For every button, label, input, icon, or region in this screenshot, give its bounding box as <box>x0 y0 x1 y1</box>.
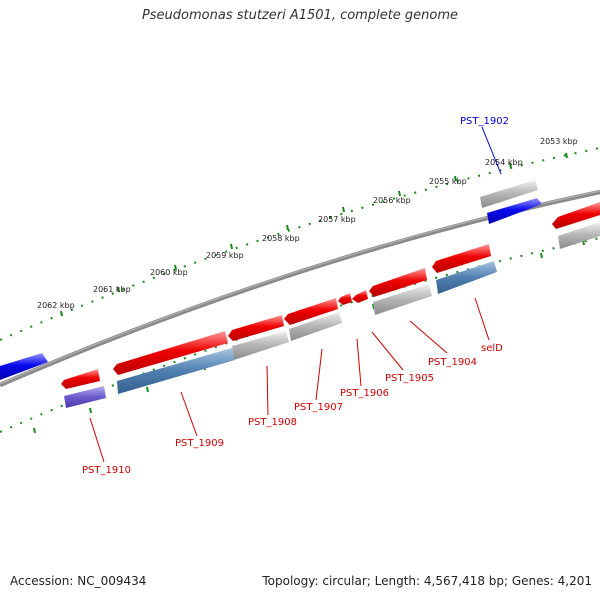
feature-selD-cds[interactable] <box>432 244 491 273</box>
gene-label-PST_1904[interactable]: PST_1904 <box>428 357 477 368</box>
leader-selD <box>474 297 490 341</box>
gene-label-PST_1907[interactable]: PST_1907 <box>294 402 343 413</box>
inner-tick-2 <box>540 252 543 259</box>
genome-backbone-highlight <box>0 190 600 385</box>
feature-PST_1907-cds[interactable] <box>284 298 338 325</box>
feature-PST_1905-cds[interactable] <box>352 290 368 303</box>
outer-scale-ring <box>0 147 600 341</box>
feature-PST_1904-cds[interactable] <box>369 268 427 297</box>
leader-PST_1909 <box>180 391 198 437</box>
scale-labels: 2053 kbp 2054 kbp 2055 kbp 2056 kbp 2057… <box>37 137 578 310</box>
outer-feature-track <box>0 180 600 380</box>
tick-2053 <box>565 152 568 159</box>
leader-PST_1902 <box>481 126 502 175</box>
tick-2062 <box>60 310 63 317</box>
feature-PST_1909-gene[interactable] <box>117 348 235 394</box>
tick-2061 <box>117 286 120 293</box>
tick-2055 <box>454 175 457 182</box>
scale-label-2059: 2059 kbp <box>206 251 244 260</box>
feature-PST_1908-cds[interactable] <box>228 315 284 341</box>
map-title: Pseudomonas stutzeri A1501, complete gen… <box>141 8 459 23</box>
scale-label-2057: 2057 kbp <box>318 215 356 224</box>
outer-major-ticks <box>60 152 568 317</box>
genome-backbone <box>0 189 600 388</box>
gene-labels: PST_1902 selD PST_1904 PST_1905 PST_1906… <box>82 116 509 476</box>
scale-label-2058: 2058 kbp <box>262 234 300 243</box>
accession-text: Accession: NC_009434 <box>10 574 147 588</box>
feature-PST_1910-gene[interactable] <box>64 386 106 408</box>
gene-label-PST_1909[interactable]: PST_1909 <box>175 438 224 449</box>
feature-PST_1902-gene[interactable] <box>480 180 538 208</box>
tick-2060 <box>174 264 177 271</box>
feature-PST_1907-gene[interactable] <box>289 312 342 341</box>
tick-2057 <box>342 206 345 213</box>
feature-PST_1908-gene[interactable] <box>232 331 289 360</box>
scale-label-2060: 2060 kbp <box>150 268 188 277</box>
feature-PST_1906-cds[interactable] <box>338 293 352 305</box>
feature-selD-gene[interactable] <box>436 261 497 294</box>
gene-label-selD[interactable]: selD <box>481 343 503 354</box>
topology-text: Topology: circular; Length: 4,567,418 bp… <box>262 574 592 588</box>
gene-label-PST_1908[interactable]: PST_1908 <box>248 417 297 428</box>
scale-label-2061: 2061 kbp <box>93 285 131 294</box>
gene-label-PST_1905[interactable]: PST_1905 <box>385 373 434 384</box>
leader-lines <box>89 126 502 463</box>
inner-tick-10 <box>89 407 92 414</box>
feature-PST_1910-cds[interactable] <box>61 369 100 389</box>
scale-label-2056: 2056 kbp <box>373 196 411 205</box>
scale-label-2054: 2054 kbp <box>485 158 523 167</box>
inner-feature-track <box>61 222 600 408</box>
leader-PST_1907 <box>315 348 323 401</box>
gene-label-PST_1910[interactable]: PST_1910 <box>82 465 131 476</box>
leader-PST_1908 <box>266 365 269 416</box>
tick-2056 <box>398 190 401 197</box>
gene-label-PST_1906[interactable]: PST_1906 <box>340 388 389 399</box>
leader-PST_1910 <box>89 417 105 463</box>
inner-tick-5 <box>372 303 375 310</box>
inner-tick-11 <box>33 427 36 434</box>
feature-PST_1902-cds[interactable] <box>487 198 542 224</box>
tick-2058 <box>286 224 289 231</box>
feature-far-right-gene[interactable] <box>558 222 600 249</box>
feature-right-cds[interactable] <box>552 202 600 229</box>
leader-PST_1905 <box>371 331 404 371</box>
scale-label-2053: 2053 kbp <box>540 137 578 146</box>
scale-label-2062: 2062 kbp <box>37 301 75 310</box>
leader-PST_1904 <box>409 320 448 354</box>
feature-PST_1909-cds[interactable] <box>113 331 228 375</box>
scale-label-2055: 2055 kbp <box>429 177 467 186</box>
feature-PST_1904-gene[interactable] <box>373 284 432 315</box>
gene-label-PST_1902[interactable]: PST_1902 <box>460 116 509 127</box>
inner-tick-9 <box>146 386 149 393</box>
leader-PST_1906 <box>356 338 362 387</box>
tick-2054 <box>509 162 512 169</box>
feature-left-cds[interactable] <box>0 353 48 380</box>
tick-2059 <box>230 243 233 250</box>
